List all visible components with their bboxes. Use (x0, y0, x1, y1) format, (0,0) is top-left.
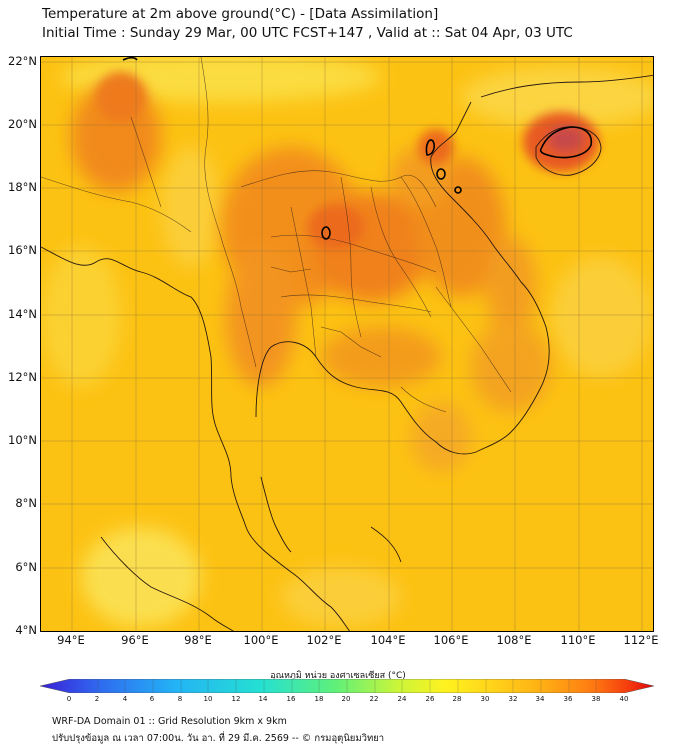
warm-zones (71, 82, 551, 472)
lon-label-108e: 108°E (496, 633, 532, 647)
colorbar-tick-28: 28 (452, 695, 462, 703)
colorbar-tick-36: 36 (563, 695, 573, 703)
lat-label-10n: 10°N (8, 433, 37, 447)
colorbar-tick-22: 22 (369, 695, 379, 703)
chart-title: Temperature at 2m above ground(°C) - [Da… (42, 6, 439, 22)
lat-label-16n: 16°N (8, 243, 37, 257)
colorbar-tick-16: 16 (286, 695, 296, 703)
colorbar-label: อุณหภูมิ หน่วย องศาเซลเซียส (°C) (270, 671, 406, 681)
map-svg (41, 57, 653, 631)
colorbar-tick-8: 8 (177, 695, 183, 703)
lon-label-102e: 102°E (306, 633, 342, 647)
colorbar-tick-2: 2 (94, 695, 100, 703)
lat-label-22n: 22°N (8, 54, 37, 68)
lat-label-12n: 12°N (8, 370, 37, 384)
chart-subtitle: Initial Time : Sunday 29 Mar, 00 UTC FCS… (42, 25, 573, 41)
colorbar-tick-26: 26 (425, 695, 435, 703)
colorbar-tick-6: 6 (149, 695, 155, 703)
lon-label-112e: 112°E (623, 633, 659, 647)
footer-update-info: ปรับปรุงข้อมูล ณ เวลา 07:00น. วัน อา. ที… (52, 733, 385, 744)
contour-lines (122, 57, 593, 240)
lat-label-14n: 14°N (8, 307, 37, 321)
colorbar-tick-10: 10 (203, 695, 213, 703)
colorbar-tick-0: 0 (66, 695, 72, 703)
colorbar-tick-4: 4 (122, 695, 128, 703)
colorbar-tick-30: 30 (480, 695, 490, 703)
colorbar-tick-12: 12 (231, 695, 241, 703)
lat-label-20n: 20°N (8, 117, 37, 131)
lat-label-6n: 6°N (15, 560, 37, 574)
colorbar (40, 679, 654, 693)
hot-spots (96, 72, 599, 249)
colorbar-tick-34: 34 (535, 695, 545, 703)
footer-model-info: WRF-DA Domain 01 :: Grid Resolution 9km … (52, 716, 287, 727)
temperature-map (40, 56, 654, 632)
lon-label-94e: 94°E (57, 633, 85, 647)
lon-label-104e: 104°E (370, 633, 406, 647)
lat-label-8n: 8°N (15, 496, 37, 510)
colorbar-tick-18: 18 (314, 695, 324, 703)
lon-label-106e: 106°E (433, 633, 469, 647)
colorbar-tick-20: 20 (341, 695, 351, 703)
colorbar-tick-14: 14 (258, 695, 268, 703)
graticule (41, 57, 653, 631)
colorbar-tick-32: 32 (508, 695, 518, 703)
lon-label-98e: 98°E (184, 633, 212, 647)
colorbar-tick-24: 24 (397, 695, 407, 703)
coastlines (41, 74, 653, 631)
colorbar-divisions (97, 679, 597, 693)
colorbar-tick-40: 40 (619, 695, 629, 703)
lon-label-110e: 110°E (560, 633, 596, 647)
lon-label-96e: 96°E (121, 633, 149, 647)
cool-zones (41, 57, 653, 627)
lat-label-4n: 4°N (15, 623, 37, 637)
borders (41, 57, 512, 413)
lat-label-18n: 18°N (8, 180, 37, 194)
lon-label-100e: 100°E (243, 633, 279, 647)
colorbar-tick-38: 38 (591, 695, 601, 703)
